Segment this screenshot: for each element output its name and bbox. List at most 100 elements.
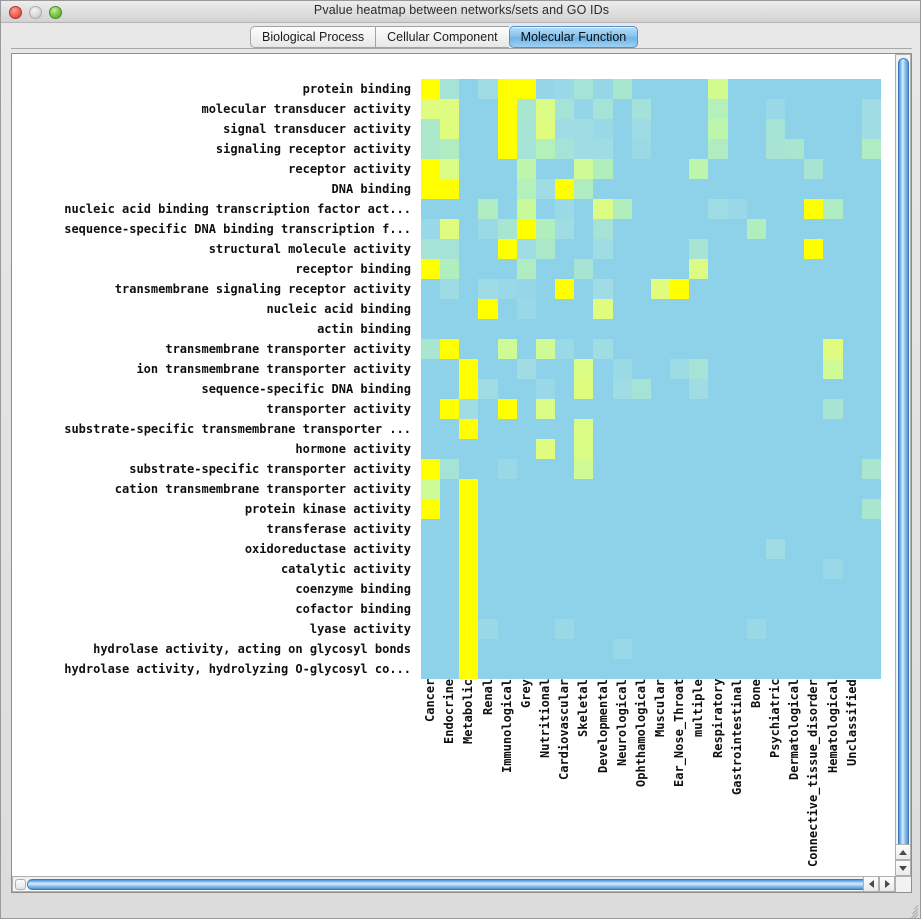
heatmap-cell[interactable] [746, 199, 766, 219]
heatmap-cell[interactable] [727, 639, 747, 659]
heatmap-cell[interactable] [708, 559, 728, 579]
heatmap-cell[interactable] [765, 579, 786, 599]
heatmap-cell[interactable] [670, 639, 690, 659]
heatmap-cell[interactable] [478, 179, 498, 199]
heatmap-cell[interactable] [727, 419, 747, 439]
heatmap-cell[interactable] [612, 359, 632, 379]
heatmap-cell[interactable] [440, 119, 460, 139]
heatmap-cell[interactable] [440, 339, 460, 359]
heatmap-cell[interactable] [765, 379, 786, 399]
heatmap-cell[interactable] [670, 359, 690, 379]
heatmap-cell[interactable] [804, 379, 824, 399]
heatmap-cell[interactable] [631, 519, 651, 539]
heatmap-cell[interactable] [631, 499, 651, 519]
heatmap-cell[interactable] [535, 659, 556, 679]
heatmap-cell[interactable] [440, 599, 460, 619]
heatmap-cell[interactable] [459, 619, 479, 639]
heatmap-cell[interactable] [670, 239, 690, 259]
heatmap-cell[interactable] [535, 379, 556, 399]
heatmap-cell[interactable] [421, 639, 441, 659]
tab-cellular-component[interactable]: Cellular Component [375, 26, 509, 48]
heatmap-cell[interactable] [650, 139, 671, 159]
heatmap-cell[interactable] [842, 139, 862, 159]
heatmap-cell[interactable] [612, 279, 632, 299]
heatmap-cell[interactable] [459, 419, 479, 439]
heatmap-cell[interactable] [727, 219, 747, 239]
heatmap-cell[interactable] [650, 259, 671, 279]
heatmap-cell[interactable] [631, 259, 651, 279]
heatmap-cell[interactable] [612, 259, 632, 279]
heatmap-cell[interactable] [727, 519, 747, 539]
heatmap-cell[interactable] [631, 239, 651, 259]
heatmap-cell[interactable] [650, 79, 671, 99]
heatmap-cell[interactable] [421, 139, 441, 159]
heatmap-cell[interactable] [421, 99, 441, 119]
heatmap-cell[interactable] [459, 439, 479, 459]
heatmap-cell[interactable] [555, 379, 575, 399]
heatmap-cell[interactable] [708, 159, 728, 179]
heatmap-cell[interactable] [823, 339, 843, 359]
heatmap-cell[interactable] [823, 559, 843, 579]
heatmap-cell[interactable] [650, 339, 671, 359]
heatmap-cell[interactable] [689, 239, 709, 259]
heatmap-cell[interactable] [861, 139, 881, 159]
heatmap-cell[interactable] [631, 559, 651, 579]
heatmap-cell[interactable] [823, 499, 843, 519]
heatmap-cell[interactable] [785, 419, 805, 439]
heatmap-cell[interactable] [689, 379, 709, 399]
window-resize-grip[interactable] [904, 902, 919, 918]
heatmap-cell[interactable] [727, 119, 747, 139]
heatmap-cell[interactable] [746, 499, 766, 519]
heatmap-cell[interactable] [421, 439, 441, 459]
heatmap-cell[interactable] [574, 619, 594, 639]
heatmap-cell[interactable] [765, 99, 786, 119]
heatmap-cell[interactable] [440, 99, 460, 119]
heatmap-cell[interactable] [650, 459, 671, 479]
heatmap-cell[interactable] [670, 119, 690, 139]
heatmap-cell[interactable] [631, 179, 651, 199]
heatmap-cell[interactable] [765, 339, 786, 359]
heatmap-cell[interactable] [727, 79, 747, 99]
heatmap-cell[interactable] [612, 599, 632, 619]
heatmap-cell[interactable] [631, 619, 651, 639]
heatmap-cell[interactable] [650, 99, 671, 119]
heatmap-cell[interactable] [708, 399, 728, 419]
heatmap-cell[interactable] [804, 299, 824, 319]
heatmap-cell[interactable] [574, 319, 594, 339]
heatmap-cell[interactable] [459, 79, 479, 99]
heatmap-cell[interactable] [497, 219, 517, 239]
heatmap-cell[interactable] [765, 159, 786, 179]
heatmap-cell[interactable] [440, 459, 460, 479]
vertical-scrollbar[interactable] [895, 54, 911, 878]
heatmap-cell[interactable] [555, 399, 575, 419]
heatmap-cell[interactable] [823, 639, 843, 659]
tab-molecular-function[interactable]: Molecular Function [508, 26, 639, 48]
heatmap-cell[interactable] [516, 339, 536, 359]
heatmap-cell[interactable] [612, 219, 632, 239]
heatmap-cell[interactable] [689, 439, 709, 459]
heatmap-cell[interactable] [727, 559, 747, 579]
heatmap-cell[interactable] [555, 459, 575, 479]
heatmap-cell[interactable] [861, 239, 881, 259]
heatmap-cell[interactable] [459, 459, 479, 479]
heatmap-cell[interactable] [727, 659, 747, 679]
heatmap-cell[interactable] [555, 179, 575, 199]
heatmap-cell[interactable] [459, 139, 479, 159]
heatmap-cell[interactable] [421, 219, 441, 239]
heatmap-cell[interactable] [421, 199, 441, 219]
heatmap-cell[interactable] [765, 479, 786, 499]
heatmap-cell[interactable] [593, 259, 613, 279]
heatmap-cell[interactable] [670, 159, 690, 179]
heatmap-cell[interactable] [670, 99, 690, 119]
heatmap-cell[interactable] [631, 79, 651, 99]
heatmap-cell[interactable] [746, 639, 766, 659]
heatmap-cell[interactable] [516, 179, 536, 199]
heatmap-cell[interactable] [689, 599, 709, 619]
heatmap-cell[interactable] [612, 579, 632, 599]
heatmap-cell[interactable] [421, 379, 441, 399]
heatmap-cell[interactable] [421, 479, 441, 499]
heatmap-cell[interactable] [785, 99, 805, 119]
heatmap-cell[interactable] [478, 619, 498, 639]
heatmap-cell[interactable] [478, 579, 498, 599]
heatmap-cell[interactable] [785, 299, 805, 319]
